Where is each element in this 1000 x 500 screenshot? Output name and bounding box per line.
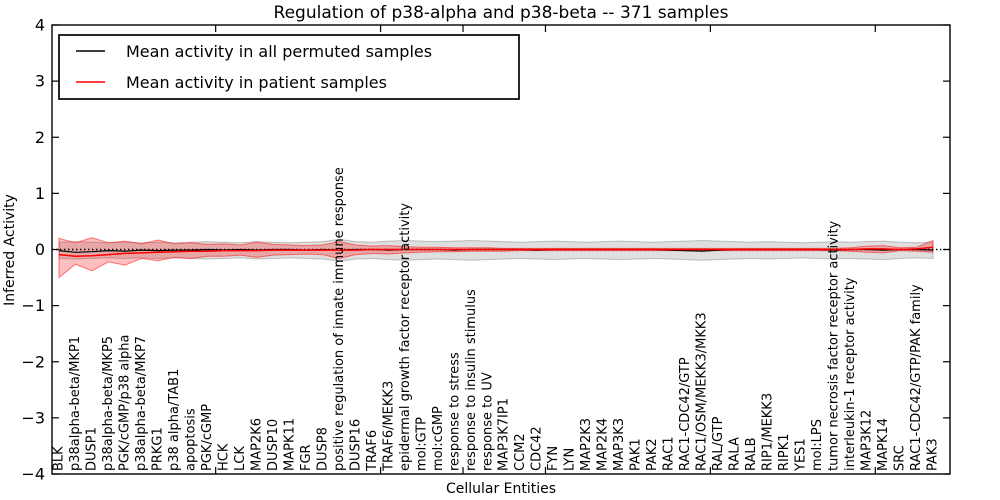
category-label: PGK/cGMP/p38 alpha <box>118 335 133 471</box>
category-label: RAC1-CDC42/GTP <box>678 357 693 471</box>
y-tick-label: 0 <box>35 240 45 259</box>
category-label: RALA <box>728 437 743 471</box>
category-label: DUSP8 <box>315 427 330 471</box>
legend-box <box>58 34 520 100</box>
category-labels: BLK p38alpha-beta/MKP1 DUSP1 p38alpha-beta/… <box>52 167 941 472</box>
y-tick-label: 1 <box>35 184 45 203</box>
chart-title: Regulation of p38-alpha and p38-beta -- … <box>274 3 729 23</box>
category-label: TRAF6 <box>365 430 380 472</box>
category-label: p38alpha-beta/MKP7 <box>134 336 149 471</box>
category-label: FGR <box>299 444 314 471</box>
category-label: mol:GTP <box>414 417 429 471</box>
category-label: RAC1 <box>662 436 677 471</box>
category-label: interleukin-1 receptor activity <box>843 277 858 471</box>
category-label: positive regulation of innate immune res… <box>332 167 347 471</box>
category-label: SRC <box>893 445 908 471</box>
category-label: BLK <box>52 446 67 471</box>
category-label: MAP3K3 <box>612 418 627 471</box>
category-label: RAC1/OSM/MEKK3/MKK3 <box>695 312 710 471</box>
category-label: MAP2K3 <box>579 418 594 471</box>
patient-samples-band <box>58 237 934 279</box>
category-label: MAP2K6 <box>249 418 264 471</box>
y-tick-label: 2 <box>35 128 45 147</box>
category-label: TRAF6/MEKK3 <box>381 381 396 472</box>
category-label: PGK/cGMP <box>200 404 215 471</box>
category-label: DUSP16 <box>348 419 363 471</box>
category-label: mol:cGMP <box>431 406 446 471</box>
category-label: DUSP10 <box>266 419 281 471</box>
y-tick-labels: 4 3 2 1 0 −1 −2 −3 −4 <box>21 16 45 484</box>
category-label: PAK3 <box>926 438 941 471</box>
x-axis-label: Cellular Entities <box>446 481 556 497</box>
y-tick-label: 4 <box>35 16 45 35</box>
category-label: response to insulin stimulus <box>464 289 479 471</box>
category-label: YES1 <box>794 438 809 472</box>
category-label: p38alpha-beta/MKP5 <box>101 336 116 471</box>
category-label: PAK2 <box>645 438 660 471</box>
y-axis-label: Inferred Activity <box>2 194 18 306</box>
category-label: PRKG1 <box>150 427 165 471</box>
category-label: MAP2K4 <box>596 418 611 471</box>
category-label: LCK <box>233 446 248 471</box>
category-label: MAP3K7IP1 <box>497 398 512 471</box>
category-label: PAK1 <box>629 438 644 471</box>
category-label: apoptosis <box>183 408 198 471</box>
category-label: response to UV <box>480 372 495 471</box>
category-label: HCK <box>216 443 231 471</box>
category-label: RIPK1 <box>777 433 792 471</box>
y-tick-label: −2 <box>21 352 45 371</box>
y-tick-label: −1 <box>21 296 45 315</box>
mean-lines <box>58 246 934 257</box>
category-label: mol:LPS <box>810 419 825 471</box>
legend-label-patient: Mean activity in patient samples <box>126 73 387 92</box>
legend: Mean activity in all permuted samples Me… <box>58 34 520 100</box>
confidence-bands <box>58 237 934 279</box>
category-label: LYN <box>563 448 578 471</box>
y-tick-label: 3 <box>35 72 45 91</box>
category-label: RAC1-CDC42/GTP/PAK family <box>909 284 924 471</box>
legend-label-permuted: Mean activity in all permuted samples <box>126 42 432 61</box>
category-label: DUSP1 <box>85 427 100 471</box>
category-label: CDC42 <box>530 426 545 471</box>
category-label: MAPK11 <box>282 418 297 471</box>
y-tick-label: −4 <box>21 465 45 484</box>
plot-frame <box>51 24 951 475</box>
patient-mean-line <box>58 246 934 257</box>
category-label: CCM2 <box>513 433 528 471</box>
category-label: FYN <box>546 446 561 471</box>
category-label: MAPK14 <box>876 418 891 471</box>
category-label: MAP3K12 <box>860 410 875 471</box>
category-label: epidermal growth factor receptor activit… <box>398 203 413 471</box>
category-label: response to stress <box>447 352 462 471</box>
category-label: RAL/GTP <box>711 416 726 471</box>
category-label: p38alpha-beta/MKP1 <box>68 336 83 471</box>
category-label: p38 alpha/TAB1 <box>167 369 182 471</box>
y-tick-label: −3 <box>21 408 45 427</box>
category-label: RIP1/MEKK3 <box>761 393 776 471</box>
category-label: RALB <box>744 437 759 471</box>
category-label: tumor necrosis factor receptor activity <box>827 220 842 471</box>
